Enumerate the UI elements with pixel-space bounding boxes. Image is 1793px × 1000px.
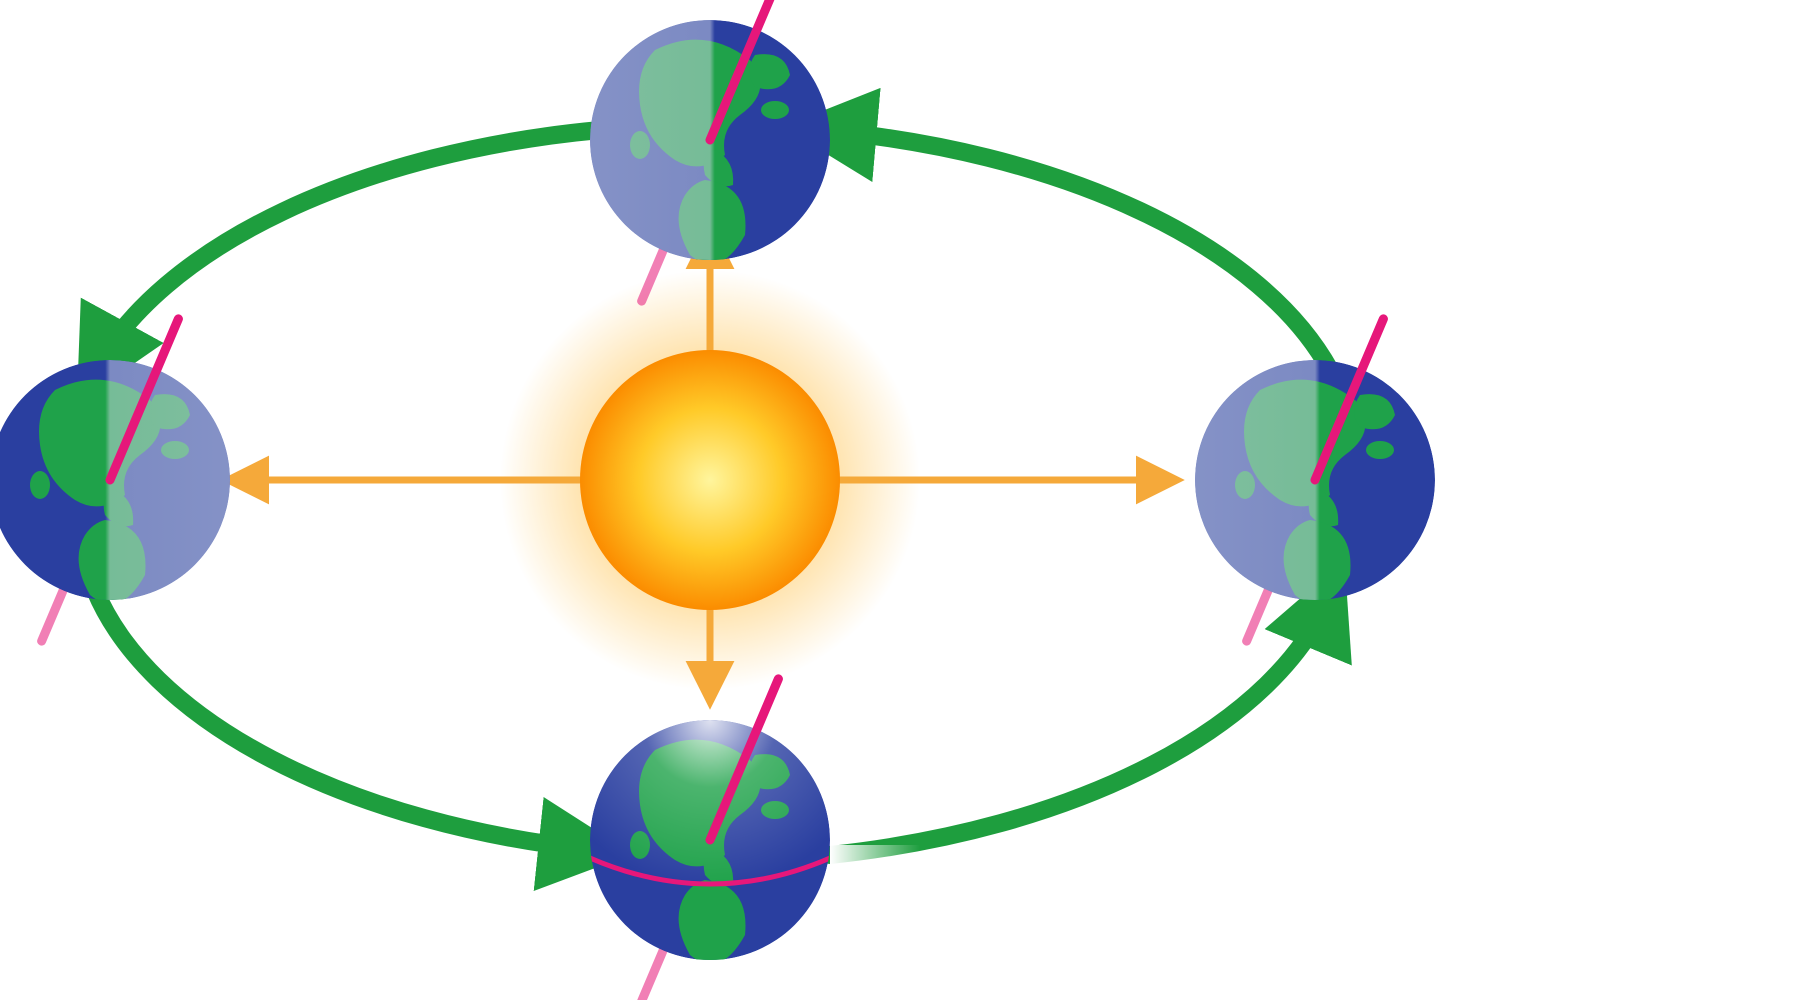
orbit-arc-bottom-right [830,595,1330,855]
earth-orbit-diagram [0,0,1793,1000]
orbit-fade-overlay [830,845,920,865]
earth-left [0,360,230,604]
sun [230,230,1175,700]
orbit-arc-bottom-left [95,590,595,850]
diagram-svg [0,0,1793,1000]
sun-core [580,350,840,610]
orbit-arc-top-right [820,130,1330,370]
